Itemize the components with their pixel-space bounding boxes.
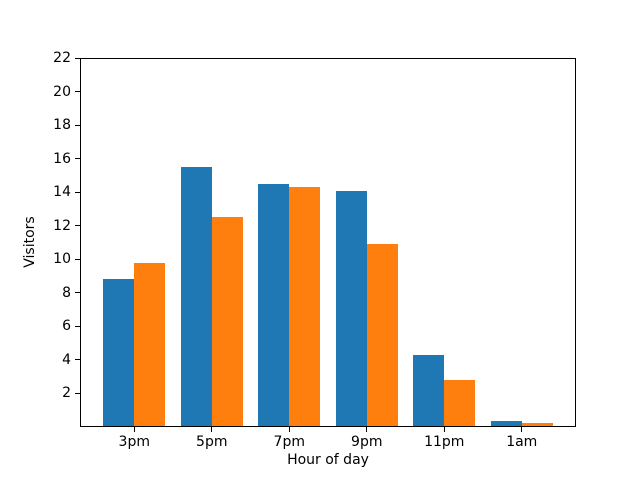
y-tick-label: 4: [62, 351, 71, 368]
x-tick-label: 9pm: [351, 434, 383, 450]
bar-series2-5pm: [211, 217, 243, 427]
bar-series2-11pm: [444, 380, 476, 427]
y-tick-label: 20: [53, 83, 71, 100]
y-tick-label: 2: [62, 385, 71, 402]
y-tick-mark: [75, 225, 80, 227]
y-tick-label: 6: [62, 318, 71, 335]
y-tick-label: 16: [53, 150, 71, 167]
y-tick-mark: [75, 392, 80, 394]
x-tick-mark: [288, 427, 290, 432]
bar-series1-9pm: [335, 190, 367, 427]
x-tick-mark: [211, 427, 213, 432]
y-tick-mark: [75, 91, 80, 93]
y-tick-mark: [75, 57, 80, 59]
y-tick-label: 18: [53, 117, 71, 134]
y-tick-mark: [75, 158, 80, 160]
bar-series1-5pm: [180, 167, 212, 427]
x-tick-label: 11pm: [424, 434, 465, 450]
y-tick-mark: [75, 258, 80, 260]
x-tick-mark: [443, 427, 445, 432]
y-tick-mark: [75, 325, 80, 327]
y-tick-mark: [75, 292, 80, 294]
bar-series2-3pm: [134, 262, 166, 427]
x-tick-mark: [521, 427, 523, 432]
bar-series1-3pm: [103, 279, 135, 427]
y-tick-mark: [75, 191, 80, 193]
bar-series2-9pm: [366, 244, 398, 427]
y-tick-label: 14: [53, 184, 71, 201]
x-tick-label: 7pm: [273, 434, 305, 450]
y-tick-mark: [75, 359, 80, 361]
bar-series2-7pm: [289, 187, 321, 427]
x-tick-label: 1am: [506, 434, 538, 450]
x-tick-label: 5pm: [196, 434, 228, 450]
y-tick-label: 8: [62, 284, 71, 301]
bar-series2-1am: [521, 422, 553, 427]
x-axis-label: Hour of day: [287, 452, 369, 468]
plot-frame: [80, 58, 576, 427]
x-tick-label: 3pm: [118, 434, 150, 450]
bar-series1-7pm: [258, 183, 290, 427]
x-tick-mark: [366, 427, 368, 432]
y-tick-mark: [75, 124, 80, 126]
y-tick-label: 12: [53, 217, 71, 234]
x-tick-mark: [133, 427, 135, 432]
bar-series1-11pm: [413, 354, 445, 427]
y-tick-label: 22: [53, 50, 71, 66]
bar-series1-1am: [490, 421, 522, 427]
y-tick-label: 10: [53, 251, 71, 268]
